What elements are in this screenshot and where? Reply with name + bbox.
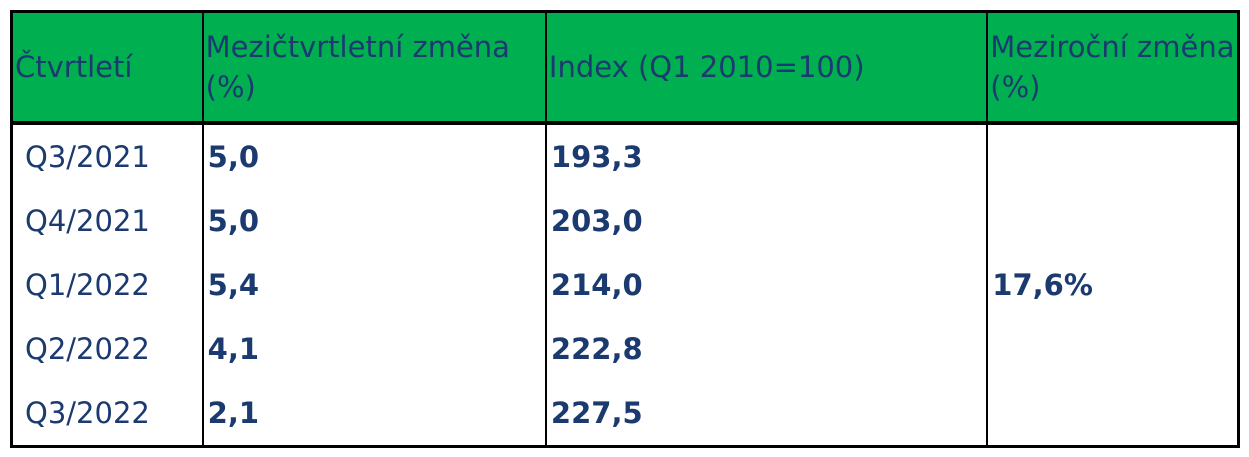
quarter-cell: Q1/2022 — [25, 268, 150, 302]
value-cell: 222,8 — [544, 317, 988, 381]
header-cell: Mezičtvrtletní změna (%) — [201, 11, 546, 125]
yearly-change-cell: 17,6% — [986, 123, 1239, 447]
quarter-cell: Q3/2021 — [25, 140, 150, 174]
header-cell: Index (Q1 2010=100) — [544, 11, 988, 125]
value-cell: 2,1 — [201, 381, 546, 447]
value-cell: 203,0 — [544, 189, 988, 253]
value-cell: 214,0 — [544, 253, 988, 317]
table-row: Q3/2021 5,0 193,3 17,6% — [12, 123, 1239, 447]
table-row: Q1/2022 5,4 214,0 — [12, 253, 1239, 317]
header-row: Čtvrtletí Mezičtvrtletní změna (%) Index (… — [11, 11, 1239, 125]
value-cell: 5,0 — [201, 123, 546, 189]
data-table: Čtvrtletí Mezičtvrtletní změna (%) Index (… — [10, 10, 1240, 448]
value-cell: 4,1 — [201, 317, 546, 381]
quarter-cell: Q2/2022 — [25, 332, 150, 366]
header-cell: Meziroční změna (%) — [986, 11, 1239, 125]
value-cell: 5,4 — [201, 253, 546, 317]
quarter-cell: Q3/2022 — [25, 396, 150, 430]
value-cell: 5,0 — [201, 189, 546, 253]
table-row: Q2/2022 4,1 222,8 — [12, 317, 1239, 381]
value-cell: 227,5 — [544, 381, 988, 447]
table-body: Q3/2021 5,0 193,3 17,6% Q4/2021 5,0 203,0 Q1/20… — [12, 123, 1239, 447]
table-header: Čtvrtletí Mezičtvrtletní změna (%) Index (… — [11, 11, 1239, 125]
value-cell: 193,3 — [544, 123, 988, 189]
header-cell: Čtvrtletí — [11, 11, 203, 125]
quarter-cell: Q4/2021 — [25, 204, 150, 238]
table-row: Q4/2021 5,0 203,0 — [12, 189, 1239, 253]
table-row: Q3/2022 2,1 227,5 — [12, 381, 1239, 447]
